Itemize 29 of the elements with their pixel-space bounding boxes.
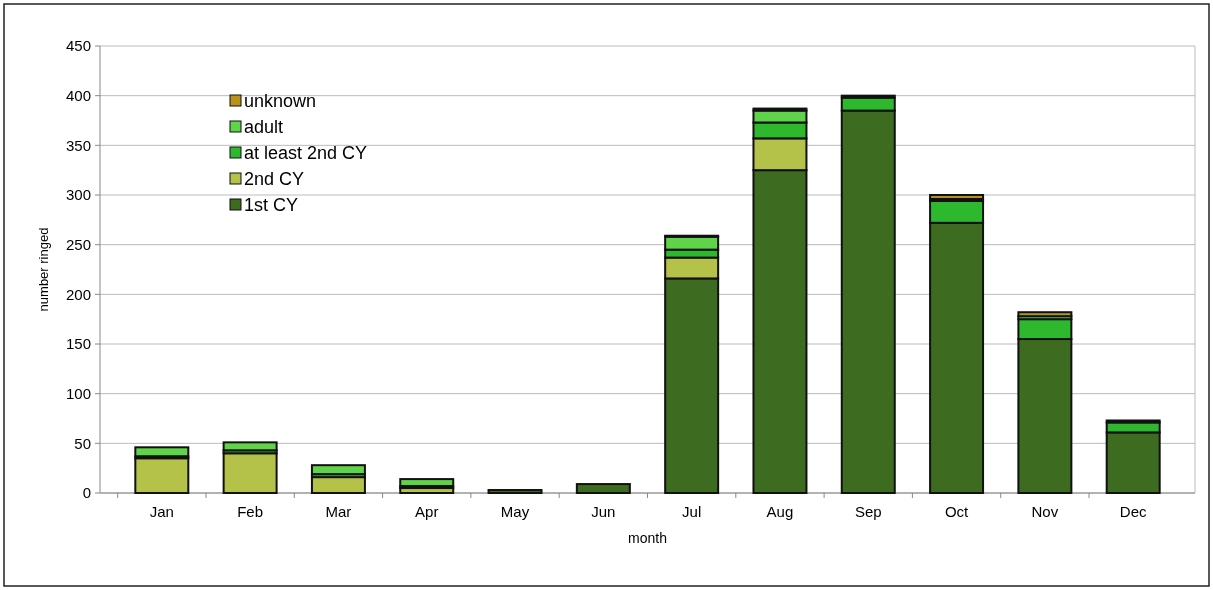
y-tick-label: 150: [65, 335, 91, 353]
y-tick-label: 0: [82, 484, 91, 502]
legend-label: adult: [244, 117, 284, 138]
y-tick-label: 50: [74, 434, 91, 452]
y-axis-title: number ringed: [36, 227, 51, 312]
x-tick-label: Oct: [944, 503, 970, 520]
y-tick-label: 350: [65, 136, 91, 154]
x-tick-label: Jul: [682, 503, 702, 520]
y-tick-label: 400: [65, 86, 91, 104]
x-tick-label: Dec: [1119, 503, 1148, 520]
y-tick-label: 250: [65, 235, 91, 253]
legend-label: at least 2nd CY: [244, 143, 368, 164]
legend-label: 2nd CY: [244, 169, 305, 190]
x-tick-label: Nov: [1031, 503, 1059, 520]
y-tick-label: 200: [65, 285, 91, 303]
y-tick-label: 450: [65, 37, 91, 55]
legend-label: 1st CY: [244, 195, 299, 216]
x-tick-label: Apr: [415, 503, 439, 520]
y-tick-label: 100: [65, 384, 91, 402]
legend-label: unknown: [244, 91, 317, 112]
x-axis-title: month: [628, 530, 667, 546]
x-tick-label: Mar: [325, 503, 352, 520]
x-tick-label: May: [500, 503, 530, 520]
x-tick-label: Sep: [854, 503, 882, 520]
x-tick-label: Jan: [149, 503, 174, 520]
x-tick-label: Aug: [766, 503, 794, 520]
y-tick-label: 300: [65, 186, 91, 204]
x-tick-label: Jun: [591, 503, 616, 520]
x-tick-label: Feb: [237, 503, 264, 520]
